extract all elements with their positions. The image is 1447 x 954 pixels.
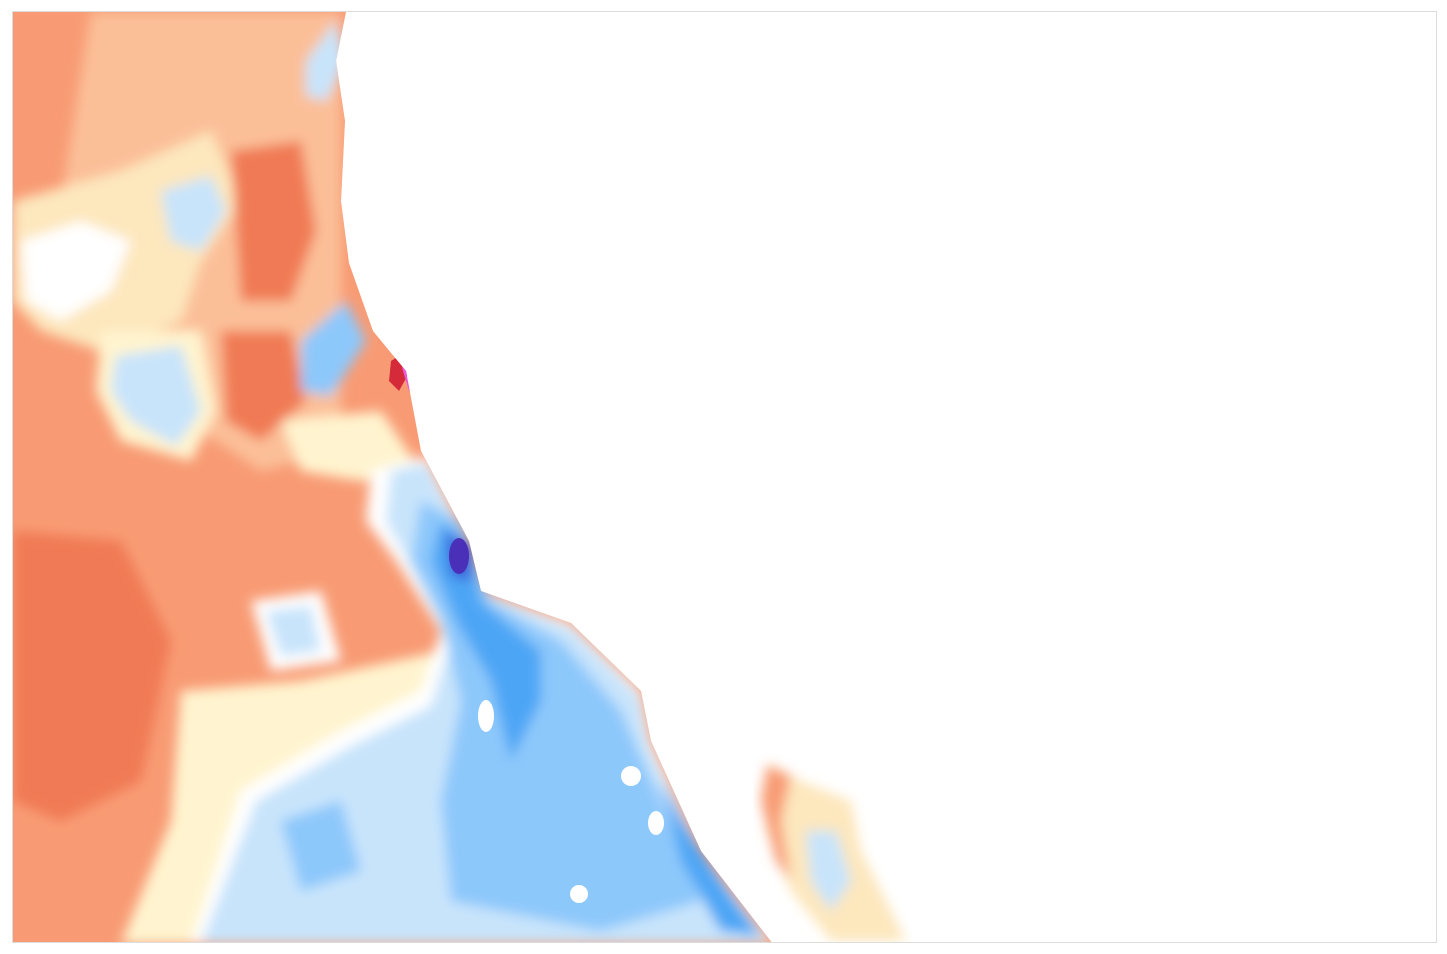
pale-band-coastal [281, 411, 421, 481]
neutral-hole [621, 766, 641, 786]
island [761, 763, 906, 941]
neutral-hole [570, 885, 588, 903]
cool-coastal-strip-north [306, 21, 346, 101]
neutral-hole [648, 811, 664, 835]
cool-patch-south [266, 606, 321, 656]
deep-core [449, 538, 469, 574]
contour-map [12, 11, 1437, 943]
warm-dark-ridge-central [221, 331, 306, 441]
map-canvas [13, 12, 906, 942]
island-cool-patch [806, 831, 851, 911]
cool-patch-north [161, 176, 226, 251]
island-warm-edge [761, 765, 791, 881]
cool-region-dense [431, 521, 541, 761]
neutral-patch-north [21, 221, 131, 321]
cool-coastal-edge-south [661, 781, 761, 936]
cool-patch-central [111, 346, 201, 446]
warm-dark-west [13, 531, 171, 821]
mainland [13, 12, 773, 942]
warm-dark-ridge-north [231, 141, 316, 301]
neutral-hole [478, 700, 494, 732]
cool-patch-southwest [281, 801, 361, 891]
cool-coastal-strip-central [301, 301, 366, 396]
